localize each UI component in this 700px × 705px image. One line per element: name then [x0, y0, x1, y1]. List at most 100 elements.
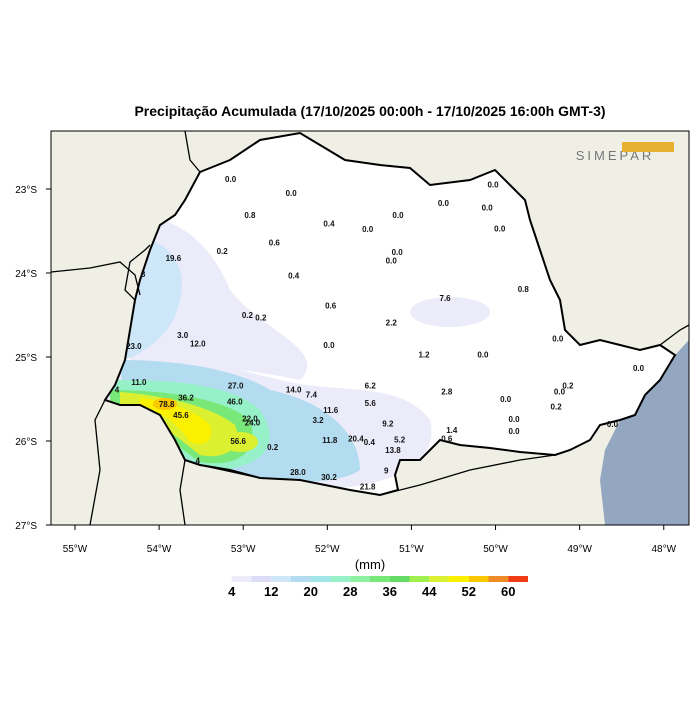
lat-tick-label: 26°S — [15, 437, 37, 448]
station-value: 0.0 — [225, 175, 237, 184]
colorbar-segment — [330, 576, 351, 582]
station-value: 11.8 — [322, 436, 338, 445]
station-value: 0.0 — [392, 248, 404, 257]
station-value: 0.0 — [494, 224, 506, 233]
station-value: 0.0 — [438, 199, 450, 208]
colorbar-segment — [429, 576, 449, 582]
station-value: 0.0 — [500, 395, 512, 404]
lon-tick-label: 52°W — [315, 544, 340, 555]
station-value: 20.4 — [348, 434, 364, 443]
station-value: 0.2 — [242, 311, 254, 320]
station-value: 14.0 — [286, 386, 302, 395]
station-value: 0.0 — [392, 211, 404, 220]
station-value: 0.2 — [267, 443, 279, 452]
station-value: 0.8 — [518, 285, 530, 294]
colorbar-segment — [468, 576, 489, 582]
station-value: 13.8 — [385, 446, 401, 455]
station-value: 0.0 — [554, 387, 566, 396]
station-value: 78.8 — [159, 400, 175, 409]
station-value: 45.6 — [173, 411, 189, 420]
station-value: 23.0 — [126, 342, 142, 351]
station-value: 0.2 — [217, 247, 229, 256]
station-value: 6.2 — [365, 381, 377, 390]
colorbar-segment — [212, 576, 232, 582]
lat-tick-label: 27°S — [15, 521, 37, 532]
colorbar-segment — [271, 576, 291, 582]
station-value: 11.0 — [131, 378, 147, 387]
station-value: 11.6 — [323, 406, 339, 415]
station-value: 0.0 — [508, 415, 520, 424]
colorbar-tick-label: 20 — [304, 584, 318, 599]
station-value: 0.0 — [477, 350, 489, 359]
lon-tick-label: 54°W — [147, 544, 172, 555]
station-value: 0.4 — [364, 438, 376, 447]
colorbar-segment — [251, 576, 272, 582]
lat-tick-label: 24°S — [15, 269, 37, 280]
station-value: 27.0 — [228, 381, 244, 390]
map-frame — [50, 130, 690, 526]
colorbar-segment — [231, 576, 252, 582]
station-value: 2.8 — [441, 387, 453, 396]
colorbar-unit: (mm) — [355, 557, 385, 572]
station-value: 4 — [196, 456, 201, 465]
colorbar-segment — [449, 576, 469, 582]
colorbar-segment — [291, 576, 311, 582]
station-value: 19.6 — [166, 254, 182, 263]
station-value: 0.0 — [633, 364, 645, 373]
station-value: 0.0 — [607, 420, 619, 429]
colorbar-segment — [488, 576, 509, 582]
lat-tick-label: 23°S — [15, 185, 37, 196]
station-value: 0.0 — [487, 181, 499, 190]
station-value: 2.2 — [386, 318, 398, 327]
colorbar-tick-label: 44 — [422, 584, 437, 599]
map-area: SIMEPAR — [51, 131, 689, 525]
station-value: 4 — [115, 386, 120, 395]
station-value: 0.2 — [562, 381, 574, 390]
station-value: 21.8 — [360, 482, 376, 491]
colorbar-tick-label: 60 — [501, 584, 515, 599]
colorbar-segment — [310, 576, 331, 582]
station-value: 56.6 — [230, 437, 246, 446]
station-value: 30.2 — [321, 473, 337, 482]
station-value: 0.0 — [362, 225, 374, 234]
stations: 0.0 0.0 0.8 0.4 0.0 0.0 0.0 0.0 0.0 0.0 0.6 0.2 19.6… — [115, 175, 645, 491]
colorbar-segment — [508, 576, 528, 582]
station-value: 0.4 — [323, 219, 335, 228]
lon-tick-label: 49°W — [567, 544, 592, 555]
lat-tick-label: 25°S — [15, 353, 37, 364]
station-value: 3.0 — [177, 331, 189, 340]
lon-tick-label: 53°W — [231, 544, 256, 555]
colorbar: (mm) 4 12 20 28 36 44 52 60 — [212, 557, 528, 599]
station-value: 0.2 — [551, 402, 563, 411]
colorbar-tick-label: 52 — [462, 584, 476, 599]
lon-tick-label: 55°W — [63, 544, 88, 555]
colorbar-segment — [389, 576, 410, 582]
axes: 55°W 54°W 53°W 52°W 51°W 50°W 49°W 48°W 23°S 24°S… — [15, 185, 676, 555]
colorbar-tick-label: 4 — [228, 584, 236, 599]
station-value: 0.8 — [244, 211, 256, 220]
station-value: 0.4 — [288, 271, 300, 280]
colorbar-segment — [370, 576, 390, 582]
lon-tick-label: 48°W — [651, 544, 676, 555]
logo-mark — [622, 142, 674, 152]
station-value: 46.0 — [227, 397, 243, 406]
station-value: 9 — [384, 466, 389, 475]
station-value: 0.2 — [255, 313, 267, 322]
station-value: 0.0 — [508, 427, 520, 436]
station-value: 5.6 — [365, 399, 377, 408]
station-value: 1.4 — [446, 426, 458, 435]
colorbar-segment — [350, 576, 370, 582]
ocean — [600, 340, 689, 525]
station-value: 9.2 — [382, 419, 394, 428]
lon-tick-label: 50°W — [483, 544, 508, 555]
station-value: 36.2 — [178, 393, 194, 402]
colorbar-tick-label: 36 — [383, 584, 397, 599]
station-value: 0.6 — [325, 302, 337, 311]
station-value: 24.0 — [245, 418, 261, 427]
station-value: 8 — [141, 270, 146, 279]
neighbor-borders — [51, 131, 689, 525]
station-value: 0.6 — [441, 434, 453, 443]
colorbar-tick-label: 28 — [343, 584, 357, 599]
map-title: Precipitação Acumulada (17/10/2025 00:00… — [134, 103, 605, 119]
